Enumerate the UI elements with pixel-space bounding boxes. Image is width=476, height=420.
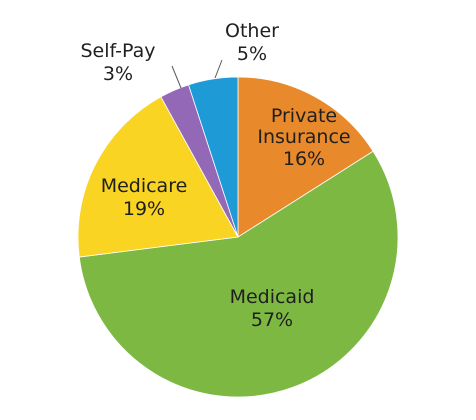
- private-insurance-percent: 16%: [283, 148, 325, 170]
- medicare-percent: 19%: [123, 198, 165, 220]
- medicare-label: Medicare: [101, 175, 188, 197]
- slice-label-medicaid: Medicaid 57%: [230, 286, 315, 331]
- pie-slice-private-insurance: [237, 76, 374, 238]
- self-pay-percent: 3%: [103, 63, 133, 85]
- slice-label-private-insurance: Private Insurance 16%: [257, 105, 350, 170]
- self-pay-label: Self-Pay: [80, 40, 155, 62]
- medicaid-label: Medicaid: [230, 286, 315, 308]
- pie-slice-other: [188, 76, 239, 238]
- slice-label-medicare: Medicare 19%: [101, 175, 188, 220]
- pie-slices: [77, 76, 399, 398]
- other-percent: 5%: [237, 43, 267, 65]
- other-label: Other: [225, 20, 279, 42]
- slice-label-self-pay: Self-Pay 3%: [80, 40, 155, 85]
- medicaid-percent: 57%: [251, 309, 293, 331]
- slice-label-other: Other 5%: [225, 20, 279, 65]
- private-insurance-label-line1: Private: [271, 105, 337, 127]
- pie-slice-medicaid: [78, 150, 399, 398]
- private-insurance-label-line2: Insurance: [257, 126, 350, 148]
- other-leader-line: [214, 59, 223, 79]
- self-pay-leader-line: [171, 65, 182, 89]
- pie-slice-medicare: [77, 96, 239, 258]
